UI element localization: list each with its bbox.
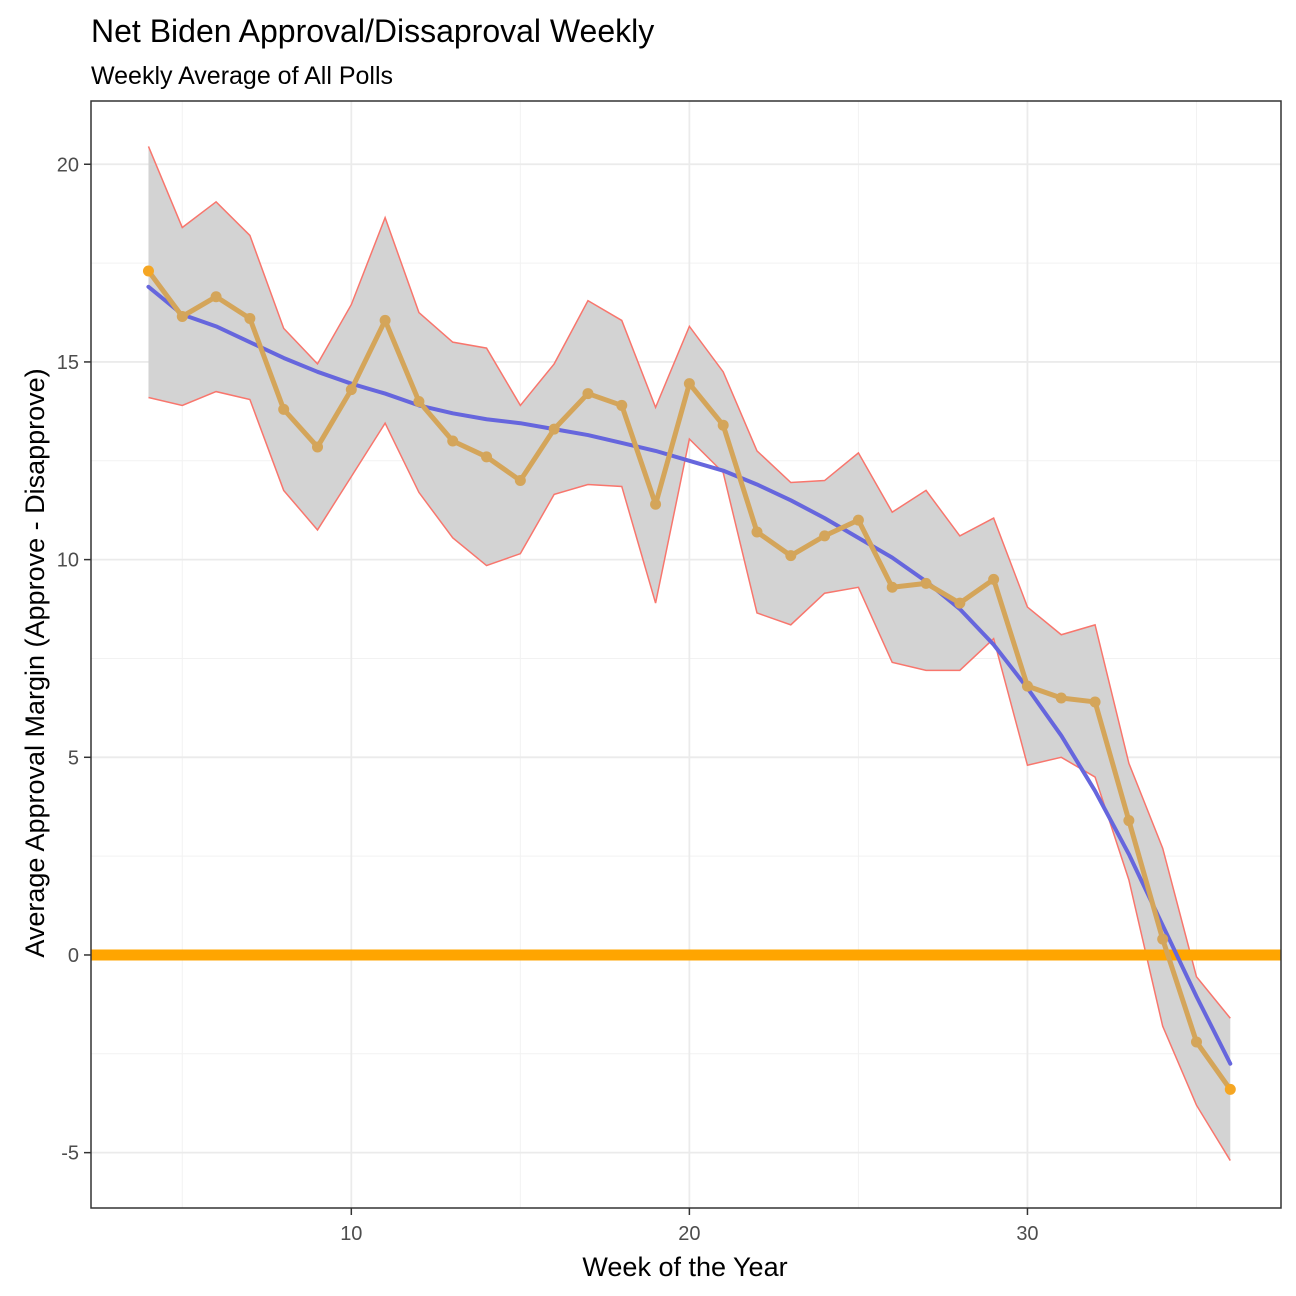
data-point — [683, 378, 695, 390]
ribbon-upper-line — [147, 146, 1231, 1019]
x-tick-label: 10 — [340, 1223, 362, 1245]
data-point — [379, 314, 391, 326]
data-point — [142, 265, 154, 277]
trend-line — [146, 284, 1233, 1066]
chart-title: Net Biden Approval/Dissaproval Weekly — [91, 13, 654, 49]
y-tick-label: 15 — [57, 352, 79, 374]
y-tick-label: 10 — [57, 550, 79, 572]
data-point — [548, 423, 560, 435]
data-point — [1123, 815, 1135, 827]
data-point — [481, 451, 493, 463]
x-tick-label: 20 — [678, 1223, 700, 1245]
data-point — [1224, 1083, 1236, 1095]
data-point — [717, 419, 729, 431]
y-tick-label: -5 — [61, 1143, 79, 1165]
y-axis-title: Average Approval Margin (Approve - Disap… — [20, 368, 50, 957]
data-point — [886, 581, 898, 593]
data-point — [447, 435, 459, 447]
data-point — [312, 441, 324, 453]
panel-border — [90, 100, 1282, 1209]
data-point — [582, 388, 594, 400]
ribbon-lower-line — [148, 390, 1231, 1161]
data-point — [514, 475, 526, 487]
data-point — [1055, 692, 1067, 704]
data-point — [176, 310, 188, 322]
data-point — [954, 597, 966, 609]
data-point — [920, 577, 932, 589]
data-point — [1190, 1036, 1202, 1048]
x-axis-title: Week of the Year — [582, 1252, 787, 1282]
data-point — [988, 573, 1000, 585]
data-point — [616, 399, 628, 411]
data-point — [1157, 933, 1169, 945]
data-point — [345, 384, 357, 396]
data-point — [210, 291, 222, 303]
plot-panel: 10 20 30 -5 0 5 10 15 20 — [57, 100, 1282, 1245]
y-tick-label: 5 — [68, 747, 79, 769]
data-point — [1021, 680, 1033, 692]
data-point — [852, 514, 864, 526]
data-point — [785, 550, 797, 562]
y-tick-label: 20 — [57, 154, 79, 176]
data-point — [244, 312, 256, 324]
data-point — [650, 498, 662, 510]
data-point — [278, 403, 290, 415]
data-point — [751, 526, 763, 538]
data-point — [413, 395, 425, 407]
data-point — [819, 530, 831, 542]
data-point — [1089, 696, 1101, 708]
x-tick-label: 30 — [1016, 1223, 1038, 1245]
chart-subtitle: Weekly Average of All Polls — [91, 62, 393, 90]
y-tick-label: 0 — [68, 945, 79, 967]
